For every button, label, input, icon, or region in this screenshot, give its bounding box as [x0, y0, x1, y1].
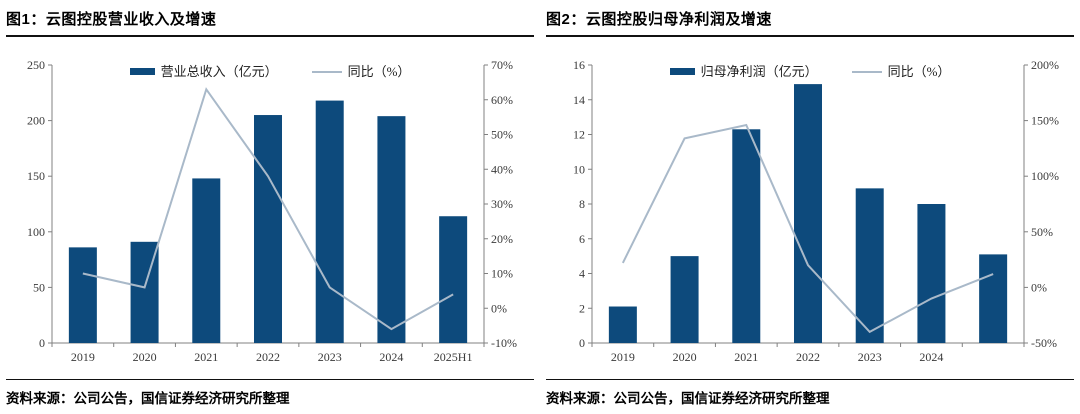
- svg-text:40%: 40%: [491, 162, 513, 176]
- svg-text:200%: 200%: [1031, 58, 1059, 72]
- svg-text:2022: 2022: [796, 350, 820, 364]
- panel-figure-2: 图2：云图控股归母净利润及增速 0 2 4 6 8 10 12 14 16 -50% 0% 50% 10…: [546, 5, 1074, 407]
- svg-text:2: 2: [579, 301, 585, 315]
- svg-text:2023: 2023: [858, 350, 882, 364]
- figure-1-source: 资料来源：公司公告，国信证券经济研究所整理: [6, 379, 534, 407]
- panel-figure-1: 图1：云图控股营业收入及增速 0 50 100 150 200 250 -10% 0% 10% 2…: [6, 5, 534, 407]
- svg-text:50: 50: [33, 280, 45, 294]
- svg-text:2022: 2022: [256, 350, 280, 364]
- svg-text:2019: 2019: [71, 350, 95, 364]
- svg-text:100: 100: [27, 225, 45, 239]
- svg-text:200: 200: [27, 114, 45, 128]
- svg-text:20%: 20%: [491, 232, 513, 246]
- svg-text:50%: 50%: [1031, 225, 1053, 239]
- svg-text:2020: 2020: [673, 350, 697, 364]
- svg-text:2024: 2024: [379, 350, 403, 364]
- svg-text:12: 12: [573, 128, 585, 142]
- svg-text:2024: 2024: [919, 350, 943, 364]
- svg-text:10: 10: [573, 162, 585, 176]
- svg-text:8: 8: [579, 197, 585, 211]
- figure-2-source: 资料来源：公司公告，国信证券经济研究所整理: [546, 379, 1074, 407]
- svg-text:0%: 0%: [491, 301, 507, 315]
- svg-text:2021: 2021: [734, 350, 758, 364]
- svg-text:0: 0: [39, 336, 45, 350]
- figure-1-title: 图1：云图控股营业收入及增速: [6, 5, 534, 37]
- svg-text:2025H1: 2025H1: [434, 350, 473, 364]
- figure-2-plot: 0 2 4 6 8 10 12 14 16 -50% 0% 50% 100% 150% 200% 2019 20…: [573, 58, 1059, 364]
- svg-text:16: 16: [573, 58, 585, 72]
- svg-text:2020: 2020: [133, 350, 157, 364]
- svg-text:100%: 100%: [1031, 169, 1059, 183]
- svg-text:0%: 0%: [1031, 280, 1047, 294]
- svg-text:60%: 60%: [491, 93, 513, 107]
- figure-2-chart: 0 2 4 6 8 10 12 14 16 -50% 0% 50% 100% 150% 200% 2019 20…: [546, 37, 1074, 367]
- svg-text:2019: 2019: [611, 350, 635, 364]
- figure-2-title: 图2：云图控股归母净利润及增速: [546, 5, 1074, 37]
- svg-text:6: 6: [579, 232, 585, 246]
- svg-text:150%: 150%: [1031, 114, 1059, 128]
- svg-text:-10%: -10%: [491, 336, 517, 350]
- svg-text:2023: 2023: [318, 350, 342, 364]
- svg-text:70%: 70%: [491, 58, 513, 72]
- figure-1-plot: 0 50 100 150 200 250 -10% 0% 10% 20% 30% 40% 50% 60% 7…: [27, 58, 517, 364]
- svg-text:14: 14: [573, 93, 585, 107]
- svg-text:10%: 10%: [491, 267, 513, 281]
- svg-text:150: 150: [27, 169, 45, 183]
- svg-text:-50%: -50%: [1031, 336, 1057, 350]
- figure-1-chart: 0 50 100 150 200 250 -10% 0% 10% 20% 30% 40% 50% 60% 7…: [6, 37, 534, 367]
- svg-text:4: 4: [579, 267, 585, 281]
- svg-text:250: 250: [27, 58, 45, 72]
- svg-text:0: 0: [579, 336, 585, 350]
- svg-text:2021: 2021: [194, 350, 218, 364]
- svg-text:30%: 30%: [491, 197, 513, 211]
- svg-text:50%: 50%: [491, 128, 513, 142]
